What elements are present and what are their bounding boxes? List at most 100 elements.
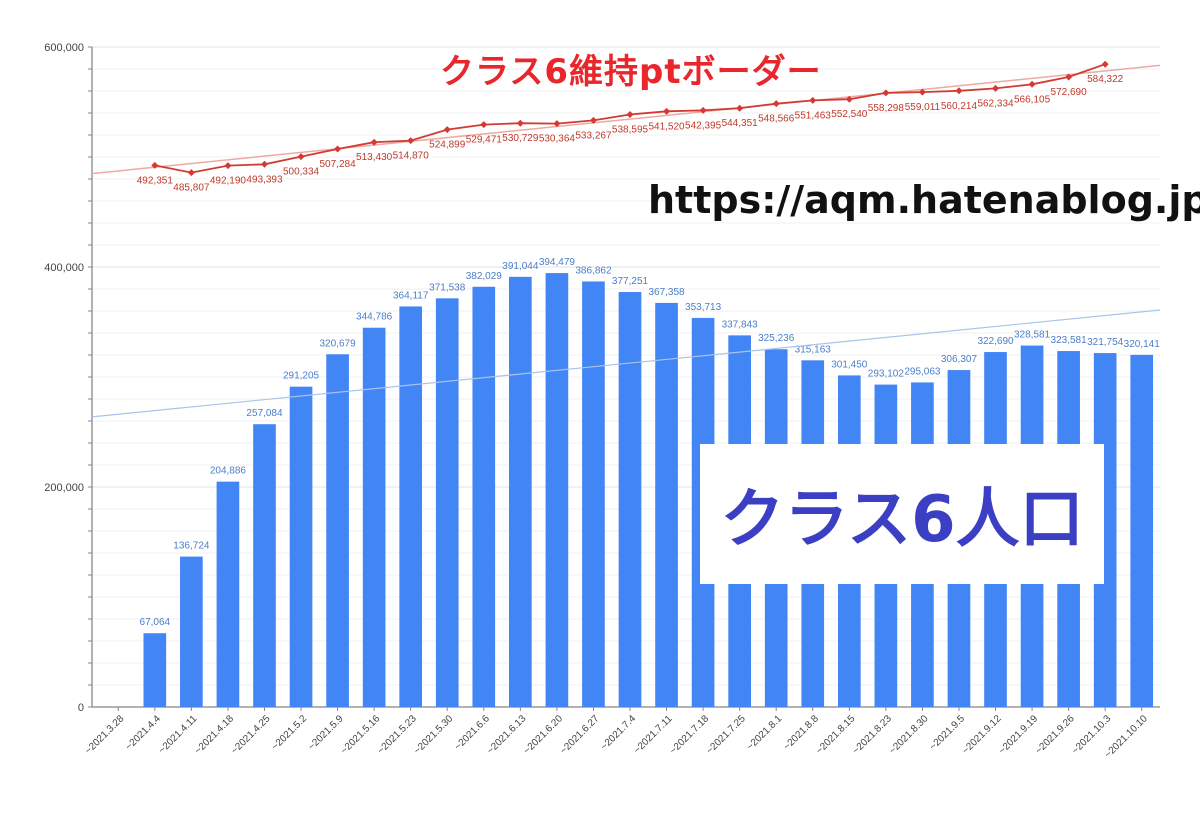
border-point — [626, 111, 634, 119]
border-point — [151, 161, 159, 169]
border-data-label: 524,899 — [429, 140, 466, 151]
border-data-label: 566,105 — [1014, 94, 1051, 105]
border-point — [480, 121, 488, 129]
bar-data-label: 377,251 — [612, 276, 649, 287]
border-data-label: 513,430 — [356, 152, 393, 163]
bar-data-label: 344,786 — [356, 312, 393, 323]
border-data-label: 530,364 — [539, 134, 576, 145]
bar-data-label: 391,044 — [502, 261, 539, 272]
bar-data-label: 306,307 — [941, 354, 978, 365]
bar — [253, 424, 276, 707]
border-point — [589, 116, 597, 124]
border-data-label: 558,298 — [868, 103, 905, 114]
border-point — [918, 88, 926, 96]
border-data-label: 559,011 — [905, 102, 941, 113]
bar-data-label: 136,724 — [173, 541, 210, 552]
population-series-title: クラス6人口 — [720, 483, 1084, 557]
bar — [1093, 353, 1117, 707]
bar — [618, 292, 642, 707]
bar — [435, 298, 459, 707]
bar — [472, 286, 496, 707]
bar-data-label: 291,205 — [283, 371, 320, 382]
border-data-label: 562,334 — [977, 98, 1014, 109]
population-trend-line — [91, 309, 1161, 418]
bar-data-label: 295,063 — [904, 366, 941, 377]
bar-data-label: 364,117 — [393, 290, 429, 301]
bar — [399, 306, 423, 707]
border-point — [443, 126, 451, 134]
border-data-label: 544,351 — [722, 118, 759, 129]
border-data-label: 507,284 — [320, 159, 357, 170]
bar-data-label: 394,479 — [539, 257, 576, 268]
border-data-label: 493,393 — [246, 174, 283, 185]
border-data-label: 551,463 — [795, 110, 832, 121]
y-tick-label: 0 — [78, 702, 84, 714]
bar-data-label: 315,163 — [795, 344, 832, 355]
border-data-label: 572,690 — [1051, 87, 1088, 98]
bar-data-label: 386,862 — [575, 265, 612, 276]
border-data-label: 500,334 — [283, 167, 320, 178]
border-point — [663, 107, 671, 115]
border-point — [553, 120, 561, 128]
border-point — [370, 138, 378, 146]
border-data-label: 538,595 — [612, 125, 649, 136]
x-tick-label: ~2021.4.25 — [229, 713, 273, 757]
blog-url: https://aqm.hatenablog.jp — [648, 178, 1200, 222]
border-data-label: 541,520 — [648, 121, 685, 132]
border-data-label: 542,395 — [685, 120, 722, 131]
x-tick-label: ~2021.6.27 — [558, 713, 602, 757]
bar-data-label: 320,679 — [320, 338, 357, 349]
border-data-label: 560,214 — [941, 101, 978, 112]
border-point — [1101, 60, 1109, 68]
bar — [143, 633, 167, 707]
border-series-title: クラス6維持ptボーダー — [440, 52, 822, 92]
border-point — [334, 145, 342, 153]
bar — [509, 276, 532, 707]
bar — [180, 556, 203, 707]
border-point — [407, 137, 415, 145]
border-point — [955, 87, 963, 95]
border-data-label: 529,471 — [466, 135, 503, 146]
bar-data-label: 371,538 — [429, 282, 466, 293]
border-data-label: 530,729 — [502, 133, 539, 144]
border-data-label: 548,566 — [758, 114, 795, 125]
bar-data-label: 337,843 — [722, 319, 759, 330]
bar-data-label: 321,754 — [1087, 337, 1124, 348]
x-tick-label: ~2021.7.25 — [704, 713, 748, 757]
bar-data-label: 382,029 — [466, 271, 503, 282]
bar-data-label: 353,713 — [685, 302, 722, 313]
bar — [216, 481, 240, 707]
border-trend-line — [91, 64, 1161, 175]
border-data-label: 492,351 — [137, 175, 174, 186]
x-tick-label: ~2021.3.28 — [83, 713, 127, 757]
y-tick-label: 400,000 — [44, 262, 84, 274]
border-point — [736, 104, 744, 112]
x-tick-label: ~2021.5.2 — [270, 713, 310, 753]
border-point — [224, 162, 232, 170]
border-data-label: 584,322 — [1087, 74, 1124, 85]
y-tick-label: 600,000 — [44, 42, 84, 54]
bar — [326, 354, 349, 707]
bar — [582, 281, 605, 707]
border-data-label: 514,870 — [393, 151, 430, 162]
bar-data-label: 328,581 — [1014, 330, 1051, 341]
bar-data-label: 323,581 — [1051, 335, 1088, 346]
bar-data-label: 257,084 — [246, 408, 283, 419]
y-tick-label: 200,000 — [44, 482, 84, 494]
x-tick-label: ~2021.5.30 — [412, 713, 456, 757]
border-point — [187, 169, 195, 177]
border-point — [260, 160, 268, 168]
border-point — [297, 153, 305, 161]
x-tick-label: ~2021.8.1 — [745, 713, 785, 753]
bar — [289, 386, 313, 707]
bar-data-label: 301,450 — [831, 359, 868, 370]
bar-data-label: 367,358 — [648, 287, 685, 298]
bar-data-label: 204,886 — [210, 466, 247, 477]
border-point — [992, 84, 1000, 92]
x-tick-label: ~2021.8.30 — [887, 713, 931, 757]
border-point — [809, 96, 817, 104]
bar-data-label: 320,141 — [1124, 339, 1161, 350]
border-data-label: 492,190 — [210, 176, 247, 187]
